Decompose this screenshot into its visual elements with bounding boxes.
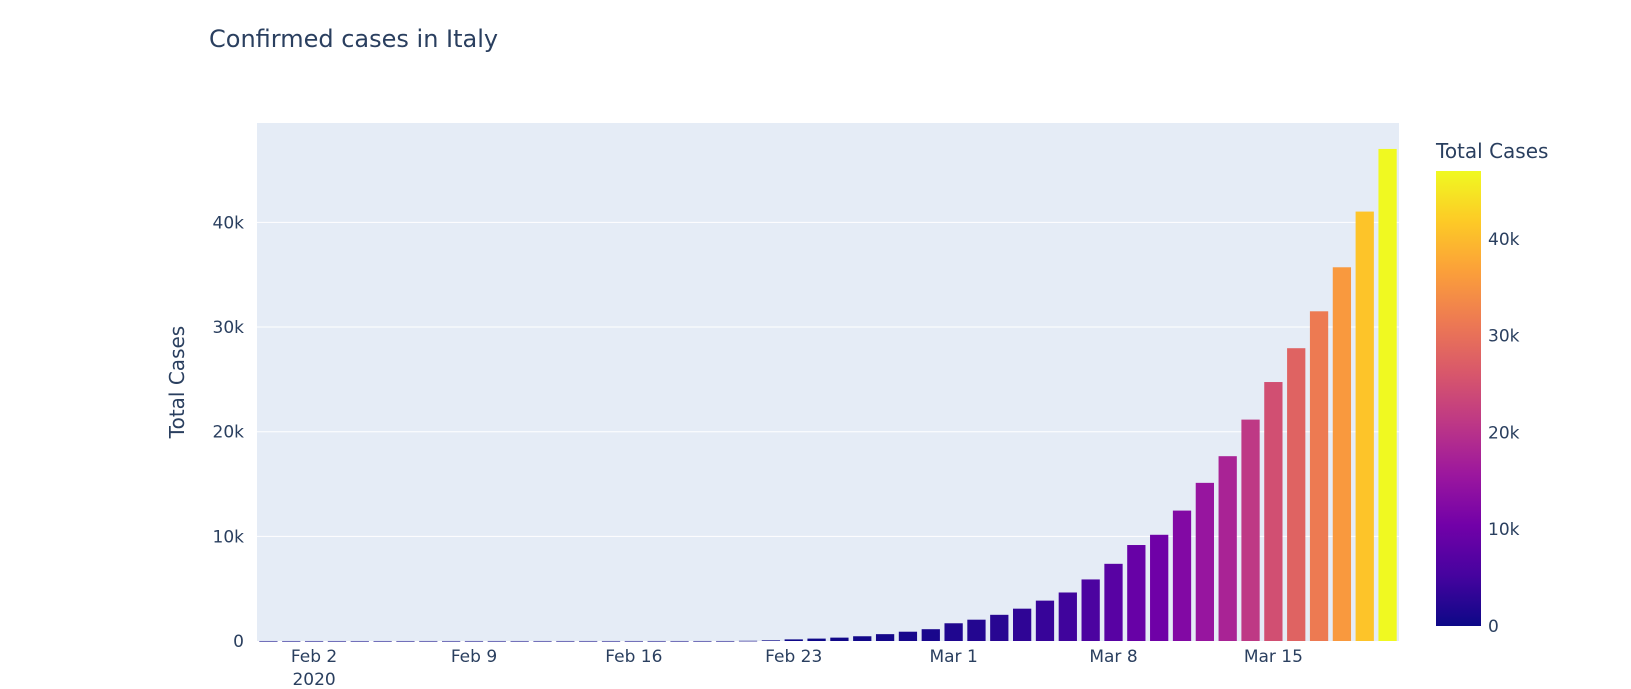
x-tick-year-label: 2020	[292, 670, 335, 689]
x-tick-label: Mar 8	[1089, 647, 1137, 667]
colorbar-tick-label: 20k	[1488, 423, 1520, 443]
bar	[259, 640, 278, 642]
bar	[875, 634, 895, 641]
bar	[761, 640, 781, 641]
bar	[1195, 482, 1214, 641]
bar	[1058, 592, 1077, 641]
bar	[601, 640, 621, 642]
bar	[921, 629, 940, 641]
x-tick-label: Feb 2	[291, 647, 337, 667]
y-axis-title: Total Cases	[165, 326, 189, 439]
bar	[898, 631, 918, 641]
x-tick-label: Feb 23	[765, 647, 822, 667]
bar	[556, 640, 575, 642]
bar	[396, 640, 415, 642]
x-axis-ticks: Feb 2 2020 Feb 9 Feb 16 Feb 23 Mar 1 Mar 8 Mar …	[291, 647, 1303, 689]
bar	[624, 640, 643, 642]
colorbar-ticks: 0 10k 20k 30k 40k	[1488, 230, 1520, 637]
bar	[1218, 456, 1237, 641]
bar	[1127, 545, 1146, 641]
bar	[1287, 348, 1306, 641]
bar	[693, 640, 712, 642]
bar	[282, 640, 301, 642]
bar	[1081, 579, 1100, 641]
x-tick-label: Feb 16	[605, 647, 662, 667]
bar	[304, 640, 324, 642]
bar	[990, 614, 1009, 641]
y-tick-label: 30k	[213, 318, 245, 338]
bar	[647, 640, 666, 642]
bar	[533, 640, 552, 642]
bar	[327, 640, 347, 642]
bar	[579, 640, 598, 642]
bar	[670, 640, 689, 642]
bar	[510, 640, 529, 642]
chart-title: Confirmed cases in Italy	[209, 25, 498, 53]
colorbar-tick-label: 10k	[1488, 520, 1520, 540]
colorbar-title: Total Cases	[1435, 139, 1548, 163]
bar	[853, 636, 872, 641]
bar	[944, 623, 963, 641]
bars	[259, 148, 1397, 642]
bar	[1104, 563, 1123, 641]
colorbar-tick-label: 40k	[1488, 230, 1520, 250]
bar	[1309, 311, 1329, 641]
bar	[1378, 148, 1397, 641]
bar	[373, 640, 392, 642]
bar	[1355, 211, 1374, 641]
y-tick-label: 40k	[213, 213, 245, 233]
bar	[1241, 419, 1260, 641]
bar	[1332, 267, 1352, 641]
bar	[807, 638, 826, 641]
colorbar-tick-label: 30k	[1488, 327, 1520, 347]
colorbar-tick-label: 0	[1488, 617, 1499, 637]
x-tick-label: Mar 1	[929, 647, 977, 667]
bar	[830, 637, 849, 641]
x-tick-label: Mar 15	[1244, 647, 1303, 667]
bar	[350, 640, 369, 642]
bar	[967, 619, 986, 641]
y-tick-label: 10k	[213, 527, 245, 547]
y-tick-label: 0	[233, 632, 244, 652]
bar	[442, 640, 461, 642]
bar	[419, 640, 438, 642]
x-tick-label: Feb 9	[451, 647, 497, 667]
colorbar	[1436, 171, 1481, 626]
bar	[784, 639, 803, 641]
bar	[464, 640, 484, 642]
bar	[1035, 600, 1055, 641]
bar	[716, 640, 735, 642]
bar	[1013, 608, 1032, 641]
y-tick-label: 20k	[213, 423, 245, 443]
bar	[487, 640, 506, 642]
bar	[1172, 510, 1192, 641]
y-axis-ticks: 0 10k 20k 30k 40k	[213, 213, 245, 652]
bar	[1150, 534, 1169, 641]
bar	[738, 640, 758, 642]
bar	[1264, 382, 1283, 641]
